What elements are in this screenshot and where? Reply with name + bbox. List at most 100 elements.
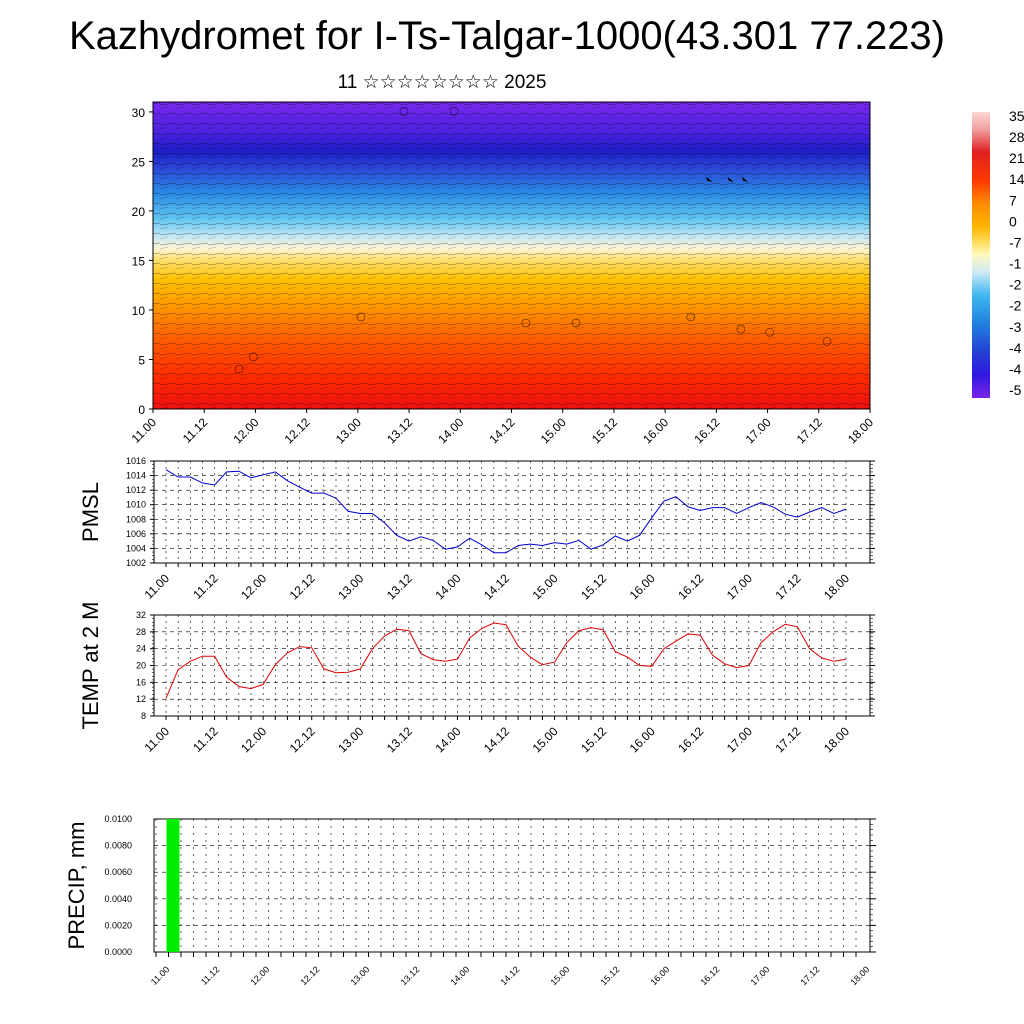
y-tick-label: 0.0100	[104, 814, 132, 824]
x-tick-label: 13.12	[384, 571, 415, 602]
precip-bar	[166, 819, 180, 952]
precip-chart: 0.0000 0.0020 0.0040 0.0060 0.0080 0.0100 11.0…	[64, 814, 876, 987]
x-tick-label: 17.00	[743, 415, 774, 446]
x-tick-label: 14.00	[448, 964, 471, 987]
x-tick-label: 13.12	[384, 415, 415, 446]
y-tick-label: 1002	[126, 558, 146, 568]
x-tick-label: 13.00	[335, 571, 366, 602]
y-tick-label: 0.0060	[104, 867, 132, 877]
colorbar-label: 7	[1009, 192, 1017, 208]
colorbar-label: -4	[1009, 361, 1022, 377]
x-tick-label: 15.12	[578, 724, 609, 755]
cross-section-chart: 0 5 10 15 20 25 30 11.00 11.12 12.00 12.12 13.00 13.…	[129, 101, 876, 446]
colorbar-label: 28	[1009, 129, 1024, 145]
calm-circle	[571, 318, 581, 328]
x-tick-label: 13.12	[398, 964, 421, 987]
y-tick-label: 30	[132, 106, 146, 120]
calm-circle	[234, 364, 244, 374]
page-title: Kazhydromet for I-Ts-Talgar-1000(43.301 …	[68, 14, 945, 58]
plot-frame	[153, 818, 871, 953]
colorbar-label: -5	[1009, 382, 1022, 398]
x-tick-label: 17.00	[724, 724, 755, 755]
y-tick-label: 15	[132, 254, 146, 268]
x-tick-label: 16.12	[675, 571, 706, 602]
y-tick-label: 0.0040	[104, 894, 132, 904]
wind-arrow	[742, 176, 749, 182]
x-tick-label: 16.12	[675, 724, 706, 755]
x-tick-label: 11.00	[142, 724, 173, 755]
x-tick-label: 12.12	[287, 571, 318, 602]
y-tick-label: 25	[132, 155, 146, 169]
colorbar-scale	[972, 112, 990, 398]
x-tick-label: 15.00	[548, 964, 571, 987]
x-tick-label: 13.00	[335, 724, 366, 755]
y-tick-label: 28	[136, 627, 146, 637]
x-tick-label: 13.00	[333, 415, 364, 446]
y-tick-label: 8	[141, 711, 146, 721]
y-tick-label: 0.0000	[104, 947, 132, 957]
x-tick-label: 16.00	[648, 964, 671, 987]
x-tick-label: 16.00	[627, 571, 658, 602]
y-tick-label: 24	[136, 644, 146, 654]
y-tick-label: 10	[132, 304, 146, 318]
colorbar-label: 21	[1009, 150, 1024, 166]
y-tick-label: 20	[136, 661, 146, 671]
y-tick-label: 12	[136, 694, 146, 704]
x-tick-label: 17.12	[772, 571, 803, 602]
x-tick-label: 16.00	[627, 724, 658, 755]
x-tick-label: 12.00	[248, 964, 271, 987]
y-tick-label: 1010	[126, 500, 146, 510]
y-tick-label: 5	[138, 353, 145, 367]
x-tick-label: 12.00	[238, 724, 269, 755]
pmsl-chart: 1002 1004 1006 1008 1010 1012 1014 1016 11.00 11.…	[78, 456, 875, 602]
x-tick-label: 15.00	[530, 724, 561, 755]
y-tick-label: 1008	[126, 514, 146, 524]
y-axis-label: TEMP at 2 M	[78, 602, 103, 730]
y-tick-label: 20	[132, 205, 146, 219]
x-tick-label: 18.00	[845, 415, 876, 446]
plot-frame	[153, 460, 871, 564]
x-tick-label: 15.12	[578, 571, 609, 602]
colorbar: 35 28 21 14 7 0 -7 -1 -2 -2 -3 -4 -4 -5	[972, 108, 1024, 398]
x-tick-label: 16.00	[640, 415, 671, 446]
x-tick-label: 12.12	[298, 964, 321, 987]
x-tick-label: 16.12	[698, 964, 721, 987]
x-tick-label: 14.00	[435, 415, 466, 446]
x-tick-label: 13.12	[384, 724, 415, 755]
calm-circle	[521, 318, 531, 328]
x-tick-label: 11.12	[199, 964, 222, 987]
colorbar-label: -7	[1009, 234, 1022, 250]
colorbar-label: -2	[1009, 298, 1022, 314]
calm-circle	[399, 106, 409, 116]
colorbar-label: -2	[1009, 277, 1022, 293]
calm-circle	[686, 312, 696, 322]
x-tick-label: 12.00	[238, 571, 269, 602]
x-tick-label: 14.12	[498, 964, 521, 987]
calm-circle	[765, 327, 774, 337]
colorbar-label: -4	[1009, 340, 1022, 356]
calm-circle	[822, 337, 832, 346]
colorbar-label: 14	[1009, 171, 1024, 187]
colorbar-label: 35	[1009, 108, 1024, 124]
wind-arrow	[727, 176, 734, 182]
y-tick-label: 0.0080	[104, 841, 132, 851]
x-tick-label: 11.12	[190, 724, 221, 755]
y-tick-label: 1012	[126, 485, 146, 495]
x-tick-label: 11.00	[149, 964, 172, 987]
colorbar-label: -1	[1009, 256, 1022, 272]
calm-circle	[249, 352, 258, 362]
x-tick-label: 17.00	[724, 571, 755, 602]
x-tick-label: 14.12	[481, 724, 512, 755]
x-tick-label: 15.00	[530, 571, 561, 602]
wind-streaklines	[153, 102, 870, 409]
x-tick-label: 16.12	[691, 415, 722, 446]
x-tick-label: 17.12	[794, 415, 825, 446]
y-tick-label: 32	[136, 610, 146, 620]
x-tick-label: 15.12	[589, 415, 620, 446]
x-tick-label: 11.12	[180, 415, 211, 446]
y-tick-label: 0.0020	[104, 920, 132, 930]
x-tick-label: 15.00	[538, 415, 569, 446]
x-tick-label: 18.00	[821, 571, 852, 602]
x-tick-label: 11.00	[142, 571, 173, 602]
